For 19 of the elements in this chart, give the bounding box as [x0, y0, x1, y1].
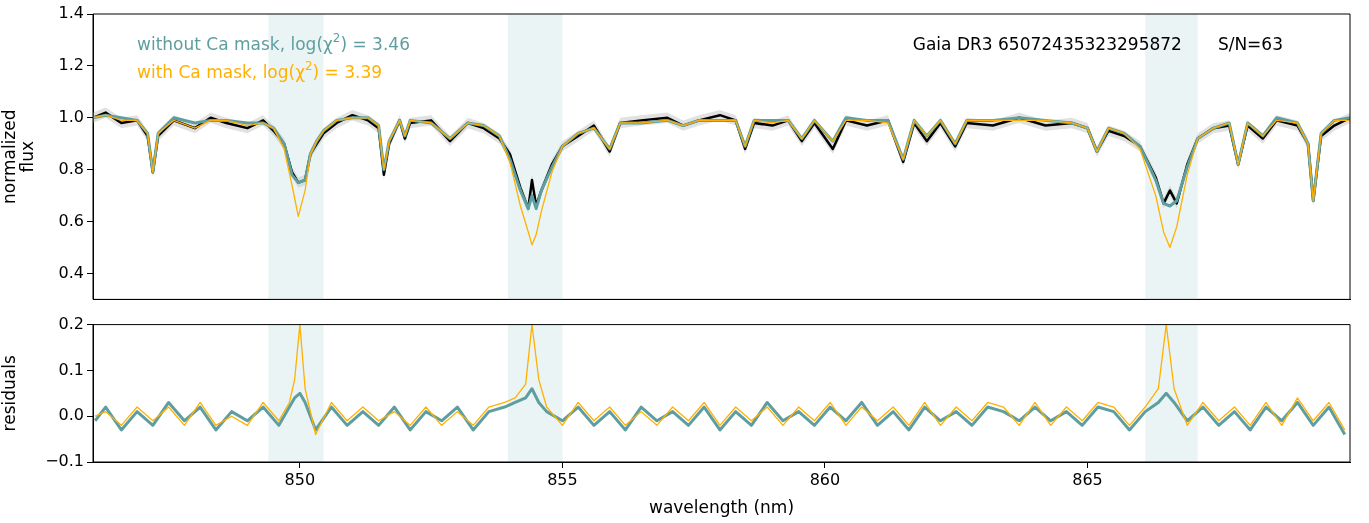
y-tick-label: 0.8 — [58, 158, 84, 178]
x-axis-title: wavelength (nm) — [648, 497, 795, 518]
y-axis-title: normalized flux — [0, 109, 38, 204]
y-tick-label: 1.4 — [58, 3, 84, 23]
x-tick-label: 855 — [547, 469, 578, 489]
x-tick-label: 865 — [1072, 469, 1103, 489]
y-axis-title: residuals — [0, 355, 20, 432]
y-tick-label: 1.0 — [58, 106, 84, 126]
annotation: S/N=63 — [1217, 34, 1284, 55]
x-tick-label: 860 — [809, 469, 841, 489]
annotation: Gaia DR3 65072435323295872 — [912, 34, 1182, 55]
y-tick-label: 0.6 — [58, 210, 84, 230]
y-tick-label: 0.0 — [58, 405, 84, 425]
y-tick-label: 1.2 — [58, 55, 84, 75]
x-tick-label: 850 — [284, 469, 316, 489]
y-tick-label: −0.1 — [45, 451, 84, 471]
y-tick-label: 0.4 — [58, 262, 84, 282]
y-tick-label: 0.1 — [58, 359, 84, 379]
y-tick-label: 0.2 — [58, 313, 84, 333]
